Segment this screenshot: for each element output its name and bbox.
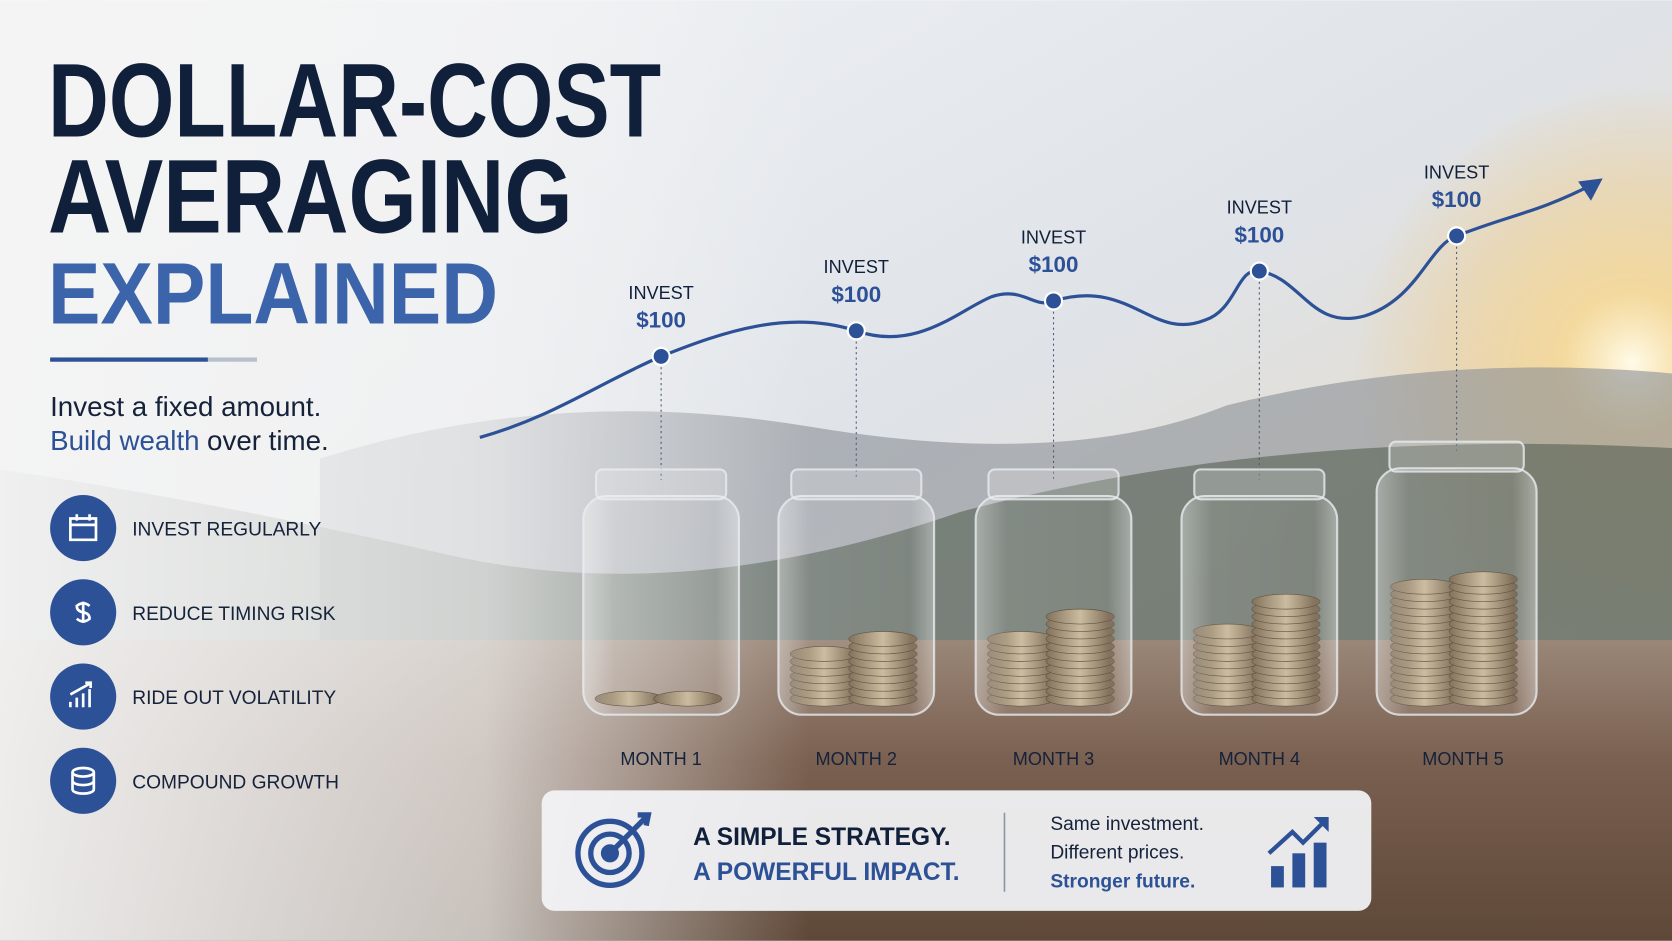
feature-label: REDUCE TIMING RISK xyxy=(132,604,335,625)
feature-label: INVEST REGULARLY xyxy=(132,520,321,541)
jar xyxy=(1180,495,1339,716)
invest-label: INVEST xyxy=(824,257,889,277)
investment-dot xyxy=(651,346,671,366)
jar-neck xyxy=(790,468,923,501)
invest-amount: $100 xyxy=(636,308,686,333)
jar-neck xyxy=(987,468,1120,501)
title-line-3: EXPLAINED xyxy=(48,244,498,342)
feature-icon-bg xyxy=(50,495,117,562)
growth-icon xyxy=(1267,817,1329,888)
banner-note: Different prices. xyxy=(1050,843,1184,864)
feature-label: RIDE OUT VOLATILITY xyxy=(132,688,336,709)
investment-dot xyxy=(1249,261,1269,281)
investment-dot xyxy=(1043,291,1064,311)
banner: A SIMPLE STRATEGY. A POWERFUL IMPACT. Sa… xyxy=(541,790,1372,911)
divider-rest xyxy=(207,357,257,362)
jar-neck xyxy=(595,468,728,501)
invest-label: INVEST xyxy=(1227,198,1292,218)
tagline-rest: over time. xyxy=(207,425,329,456)
feature-label: COMPOUND GROWTH xyxy=(132,772,339,793)
month-label: MONTH 2 xyxy=(816,749,898,769)
tagline-line-1: Invest a fixed amount. xyxy=(50,391,321,422)
trend-line xyxy=(479,182,1595,439)
month-label: MONTH 3 xyxy=(1013,749,1095,769)
feature-list: INVEST REGULARLY REDUCE TIMING RISK RIDE O… xyxy=(50,495,339,814)
banner-box xyxy=(541,790,1372,911)
jar xyxy=(1375,467,1538,716)
feature-icon xyxy=(75,601,91,623)
tagline-line-2: Build wealth over time. xyxy=(50,425,329,456)
feature-icon xyxy=(69,681,92,708)
steps: INVEST $100 MONTH 1 INVEST $100 MONTH 2 INVEST… xyxy=(479,162,1603,769)
banner-note: Stronger future. xyxy=(1050,871,1195,892)
invest-label: INVEST xyxy=(1021,227,1086,247)
feature-icon-bg xyxy=(50,747,117,814)
investment-dot xyxy=(846,321,866,341)
invest-amount: $100 xyxy=(1029,252,1079,277)
invest-amount: $100 xyxy=(1432,187,1482,212)
month-label: MONTH 4 xyxy=(1219,749,1301,769)
banner-headline-2: A POWERFUL IMPACT. xyxy=(693,859,960,886)
invest-label: INVEST xyxy=(628,283,693,303)
jar xyxy=(974,495,1133,716)
feature-icon xyxy=(71,766,96,795)
tagline-highlight: Build wealth xyxy=(50,425,199,456)
month-label: MONTH 5 xyxy=(1422,749,1504,769)
jar-neck xyxy=(1388,440,1525,473)
month-label: MONTH 1 xyxy=(620,749,702,769)
feature-icon xyxy=(69,514,98,542)
jar xyxy=(582,495,741,716)
trend-arrow xyxy=(1578,178,1603,201)
investment-dot xyxy=(1447,226,1467,246)
banner-headline-1: A SIMPLE STRATEGY. xyxy=(693,824,950,851)
jar xyxy=(777,495,936,716)
target-icon xyxy=(575,812,652,888)
banner-note: Same investment. xyxy=(1050,814,1204,835)
title-line-1: DOLLAR-COST xyxy=(48,43,661,160)
invest-amount: $100 xyxy=(831,282,881,307)
jar-neck xyxy=(1193,468,1326,501)
title-line-2: AVERAGING xyxy=(48,139,573,256)
invest-label: INVEST xyxy=(1424,162,1489,182)
divider xyxy=(50,357,208,362)
invest-amount: $100 xyxy=(1234,222,1284,247)
